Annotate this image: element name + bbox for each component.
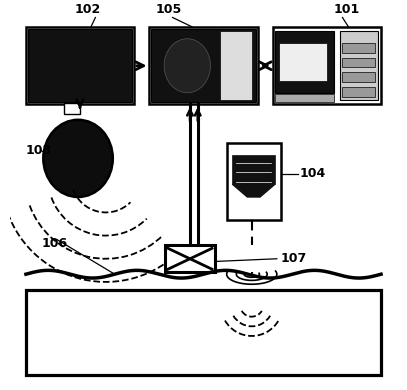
Bar (340, 31, 378, 101)
Bar (275, 94, 335, 103)
Ellipse shape (164, 39, 210, 93)
Text: 103: 103 (26, 144, 52, 157)
Bar (149, 27, 258, 105)
Bar (28, 29, 132, 103)
Bar (279, 43, 327, 81)
Bar (275, 31, 335, 93)
Bar (64, 103, 80, 114)
Bar (232, 154, 275, 184)
Bar (151, 29, 256, 103)
Bar (342, 43, 374, 53)
Ellipse shape (43, 120, 113, 197)
Text: 104: 104 (300, 167, 326, 180)
Text: 105: 105 (155, 3, 182, 16)
Bar (342, 72, 374, 82)
Bar (273, 27, 381, 105)
Bar (26, 290, 381, 374)
Text: 102: 102 (74, 3, 101, 16)
Bar (26, 27, 134, 105)
Bar (342, 87, 374, 97)
Polygon shape (232, 184, 275, 197)
Bar (220, 31, 252, 101)
Text: 107: 107 (281, 252, 307, 265)
Text: 106: 106 (42, 237, 68, 250)
Bar (227, 143, 281, 220)
Bar (165, 245, 215, 272)
Text: 101: 101 (333, 3, 359, 16)
Bar (342, 58, 374, 67)
